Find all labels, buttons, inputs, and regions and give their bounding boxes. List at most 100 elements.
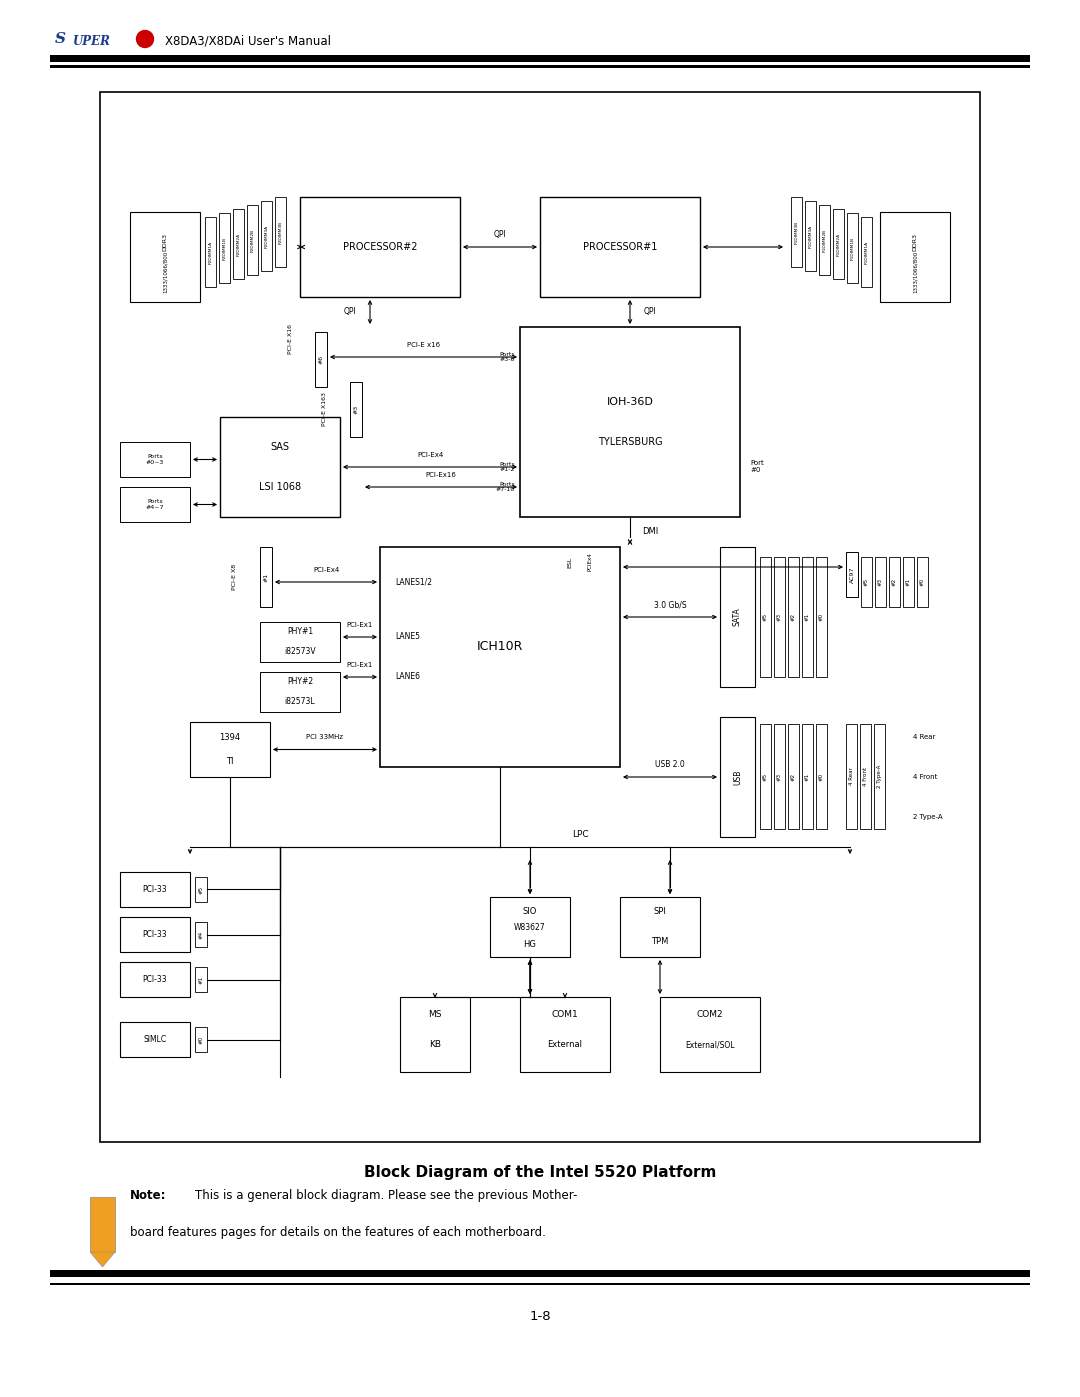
Text: COM2: COM2 (697, 1010, 724, 1018)
Text: MS: MS (429, 1010, 442, 1018)
Polygon shape (90, 1252, 114, 1267)
Text: 2 Type-A: 2 Type-A (877, 764, 882, 788)
FancyBboxPatch shape (350, 381, 362, 437)
FancyBboxPatch shape (190, 722, 270, 777)
Text: QPI: QPI (343, 307, 356, 317)
Text: #1: #1 (264, 573, 269, 581)
Text: DDR3: DDR3 (162, 233, 167, 251)
Text: ESL: ESL (567, 556, 572, 567)
Text: ICH10R: ICH10R (476, 640, 523, 654)
FancyBboxPatch shape (788, 557, 799, 678)
FancyBboxPatch shape (860, 724, 870, 828)
FancyBboxPatch shape (620, 897, 700, 957)
Text: DDR3: DDR3 (913, 233, 918, 251)
FancyBboxPatch shape (861, 557, 872, 608)
Text: Block Diagram of the Intel 5520 Platform: Block Diagram of the Intel 5520 Platform (364, 1165, 716, 1179)
Text: P1DIMM1A: P1DIMM1A (864, 240, 868, 264)
Text: #4: #4 (199, 930, 203, 939)
Text: SATA: SATA (733, 608, 742, 626)
Text: #5: #5 (762, 613, 768, 622)
Text: X8DA3/X8DAi User's Manual: X8DA3/X8DAi User's Manual (165, 35, 330, 47)
FancyBboxPatch shape (261, 201, 272, 271)
FancyBboxPatch shape (315, 332, 327, 387)
Text: Ports
#3-6: Ports #3-6 (499, 352, 515, 362)
Text: #5: #5 (199, 886, 203, 894)
Text: W83627: W83627 (514, 922, 545, 932)
Text: PROCESSOR#1: PROCESSOR#1 (583, 242, 658, 251)
Text: P2DIMM3B: P2DIMM3B (279, 221, 283, 243)
Circle shape (136, 31, 153, 47)
FancyBboxPatch shape (205, 217, 216, 286)
Text: Ports
#7-10: Ports #7-10 (496, 482, 515, 492)
Text: #1: #1 (906, 578, 912, 587)
FancyBboxPatch shape (540, 197, 700, 298)
Text: board features pages for details on the features of each motherboard.: board features pages for details on the … (130, 1227, 545, 1239)
Text: #6: #6 (319, 355, 324, 365)
FancyBboxPatch shape (816, 724, 827, 828)
FancyBboxPatch shape (847, 212, 858, 284)
Text: #1: #1 (805, 773, 810, 781)
FancyBboxPatch shape (100, 92, 980, 1141)
Text: USB: USB (733, 770, 742, 785)
FancyBboxPatch shape (120, 441, 190, 476)
Text: #2: #2 (791, 613, 796, 622)
Text: 2 Type-A: 2 Type-A (913, 814, 943, 820)
Text: 4 Front: 4 Front (913, 774, 937, 780)
Text: TI: TI (226, 757, 233, 766)
FancyBboxPatch shape (788, 724, 799, 828)
Text: SAS: SAS (270, 441, 289, 453)
Text: P2DIMM1B: P2DIMM1B (222, 236, 227, 260)
FancyBboxPatch shape (774, 557, 785, 678)
Text: SIO: SIO (523, 908, 537, 916)
Text: P1DIMM2B: P1DIMM2B (823, 229, 826, 251)
FancyBboxPatch shape (260, 672, 340, 712)
FancyBboxPatch shape (275, 197, 286, 267)
Text: USB 2.0: USB 2.0 (656, 760, 685, 770)
Text: 4 Rear: 4 Rear (849, 767, 854, 785)
Text: KB: KB (429, 1039, 441, 1049)
Text: #2: #2 (892, 578, 897, 587)
FancyBboxPatch shape (260, 548, 272, 608)
Text: #0: #0 (920, 578, 924, 587)
Text: External: External (548, 1039, 582, 1049)
Text: SPI: SPI (653, 908, 666, 916)
FancyBboxPatch shape (220, 416, 340, 517)
Text: LPC: LPC (571, 830, 589, 840)
FancyBboxPatch shape (195, 922, 207, 947)
Text: LANES1/2: LANES1/2 (395, 577, 432, 587)
Text: P2DIMM2A: P2DIMM2A (237, 232, 241, 256)
FancyBboxPatch shape (917, 557, 928, 608)
Text: This is a general block diagram. Please see the previous Mother-: This is a general block diagram. Please … (195, 1189, 578, 1201)
Text: PCI-33: PCI-33 (143, 886, 167, 894)
Text: #3: #3 (777, 613, 782, 622)
FancyBboxPatch shape (519, 997, 610, 1071)
FancyBboxPatch shape (720, 548, 755, 687)
Text: #5: #5 (864, 578, 869, 587)
Text: AC97: AC97 (850, 566, 854, 583)
Text: PCI-E X8: PCI-E X8 (232, 564, 238, 590)
FancyBboxPatch shape (846, 724, 858, 828)
FancyBboxPatch shape (300, 197, 460, 298)
Text: 1394: 1394 (219, 733, 241, 742)
FancyBboxPatch shape (120, 872, 190, 907)
Text: PCI-E x16: PCI-E x16 (407, 342, 440, 348)
Text: S: S (55, 32, 66, 46)
FancyBboxPatch shape (816, 557, 827, 678)
FancyBboxPatch shape (720, 717, 755, 837)
FancyBboxPatch shape (219, 212, 230, 284)
Text: PCI-Ex1: PCI-Ex1 (347, 622, 374, 629)
Text: PCI-E X163: PCI-E X163 (323, 393, 327, 426)
Text: DMI: DMI (642, 528, 658, 536)
FancyBboxPatch shape (760, 724, 771, 828)
FancyBboxPatch shape (819, 205, 831, 275)
Text: 1333/1066/800: 1333/1066/800 (913, 251, 918, 293)
FancyBboxPatch shape (233, 210, 244, 279)
FancyBboxPatch shape (791, 197, 802, 267)
FancyBboxPatch shape (774, 724, 785, 828)
Text: #1: #1 (199, 975, 203, 983)
FancyBboxPatch shape (50, 1282, 1030, 1285)
FancyBboxPatch shape (380, 548, 620, 767)
FancyBboxPatch shape (802, 557, 813, 678)
FancyBboxPatch shape (120, 916, 190, 951)
Text: COM1: COM1 (552, 1010, 579, 1018)
